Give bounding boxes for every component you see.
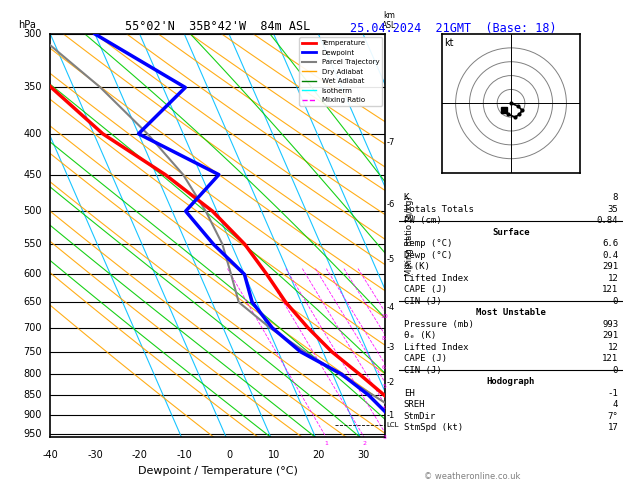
Text: 17: 17 xyxy=(608,423,618,433)
Text: -30: -30 xyxy=(87,450,103,459)
Text: -6: -6 xyxy=(387,200,396,208)
Legend: Temperature, Dewpoint, Parcel Trajectory, Dry Adiabat, Wet Adiabat, Isotherm, Mi: Temperature, Dewpoint, Parcel Trajectory… xyxy=(299,37,382,106)
Text: 550: 550 xyxy=(23,239,42,249)
Text: 900: 900 xyxy=(23,410,42,420)
Text: -1: -1 xyxy=(608,389,618,398)
Text: kt: kt xyxy=(445,38,454,48)
Text: 700: 700 xyxy=(23,323,42,333)
Text: hPa: hPa xyxy=(18,20,36,30)
Text: -5: -5 xyxy=(387,255,395,264)
Text: SREH: SREH xyxy=(404,400,425,409)
Text: 35: 35 xyxy=(608,205,618,213)
Text: 0.4: 0.4 xyxy=(602,251,618,260)
Text: Hodograph: Hodograph xyxy=(487,377,535,386)
Text: 0: 0 xyxy=(613,366,618,375)
Text: PW (cm): PW (cm) xyxy=(404,216,442,225)
Text: 121: 121 xyxy=(602,285,618,294)
Text: 8: 8 xyxy=(613,193,618,202)
Text: 450: 450 xyxy=(23,170,42,180)
Text: Surface: Surface xyxy=(493,227,530,237)
Text: 4: 4 xyxy=(613,400,618,409)
Text: Lifted Index: Lifted Index xyxy=(404,343,469,352)
Text: 0: 0 xyxy=(226,450,232,459)
Text: 121: 121 xyxy=(602,354,618,364)
Text: 993: 993 xyxy=(602,320,618,329)
Text: 5: 5 xyxy=(382,384,386,389)
Text: Totals Totals: Totals Totals xyxy=(404,205,474,213)
Text: Lifted Index: Lifted Index xyxy=(404,274,469,283)
Text: 400: 400 xyxy=(23,129,42,139)
Text: 6.6: 6.6 xyxy=(602,239,618,248)
Text: StmSpd (kt): StmSpd (kt) xyxy=(404,423,463,433)
Text: Most Unstable: Most Unstable xyxy=(476,308,546,317)
Text: -7: -7 xyxy=(387,138,396,147)
Text: StmDir: StmDir xyxy=(404,412,436,421)
Title: 55°02'N  35B°42'W  84m ASL: 55°02'N 35B°42'W 84m ASL xyxy=(125,20,311,33)
Text: K: K xyxy=(404,193,409,202)
Text: Dewp (°C): Dewp (°C) xyxy=(404,251,452,260)
Text: CIN (J): CIN (J) xyxy=(404,366,442,375)
Text: 20: 20 xyxy=(312,450,325,459)
Text: 30: 30 xyxy=(357,450,369,459)
Text: 950: 950 xyxy=(23,429,42,439)
Text: -20: -20 xyxy=(131,450,148,459)
Text: 0.84: 0.84 xyxy=(597,216,618,225)
Text: CAPE (J): CAPE (J) xyxy=(404,354,447,364)
Text: -4: -4 xyxy=(387,303,395,312)
Text: 0: 0 xyxy=(613,296,618,306)
Text: CIN (J): CIN (J) xyxy=(404,296,442,306)
Text: CAPE (J): CAPE (J) xyxy=(404,285,447,294)
Text: 750: 750 xyxy=(23,347,42,357)
Text: 4: 4 xyxy=(382,406,386,411)
Text: km
ASL: km ASL xyxy=(382,11,396,30)
Text: 600: 600 xyxy=(23,269,42,279)
Text: -1: -1 xyxy=(387,411,395,419)
Text: 300: 300 xyxy=(23,29,42,39)
Text: 500: 500 xyxy=(23,206,42,216)
Text: 2: 2 xyxy=(362,441,366,446)
Text: Dewpoint / Temperature (°C): Dewpoint / Temperature (°C) xyxy=(138,466,298,476)
Text: -40: -40 xyxy=(42,450,58,459)
Text: -10: -10 xyxy=(177,450,192,459)
Text: 25.04.2024  21GMT  (Base: 18): 25.04.2024 21GMT (Base: 18) xyxy=(350,22,556,35)
Text: -3: -3 xyxy=(387,343,396,352)
Text: 12: 12 xyxy=(608,343,618,352)
Text: 1: 1 xyxy=(325,441,328,446)
Text: 7°: 7° xyxy=(608,412,618,421)
Text: LCL: LCL xyxy=(387,421,399,428)
Text: θₑ(K): θₑ(K) xyxy=(404,262,431,271)
Text: Mixing Ratio (g/kg): Mixing Ratio (g/kg) xyxy=(406,196,415,276)
Text: EH: EH xyxy=(404,389,415,398)
Text: Temp (°C): Temp (°C) xyxy=(404,239,452,248)
Text: 291: 291 xyxy=(602,262,618,271)
Text: 10: 10 xyxy=(380,313,388,318)
Text: 291: 291 xyxy=(602,331,618,340)
Text: © weatheronline.co.uk: © weatheronline.co.uk xyxy=(423,472,520,481)
Text: 350: 350 xyxy=(23,83,42,92)
Text: 850: 850 xyxy=(23,390,42,400)
Text: 8: 8 xyxy=(382,336,386,341)
Text: 10: 10 xyxy=(267,450,280,459)
Text: 12: 12 xyxy=(608,274,618,283)
Text: -2: -2 xyxy=(387,378,395,387)
Text: 3: 3 xyxy=(382,435,386,440)
Text: 6: 6 xyxy=(382,364,386,370)
Text: θₑ (K): θₑ (K) xyxy=(404,331,436,340)
Text: Pressure (mb): Pressure (mb) xyxy=(404,320,474,329)
Text: 800: 800 xyxy=(23,369,42,379)
Text: 650: 650 xyxy=(23,297,42,307)
